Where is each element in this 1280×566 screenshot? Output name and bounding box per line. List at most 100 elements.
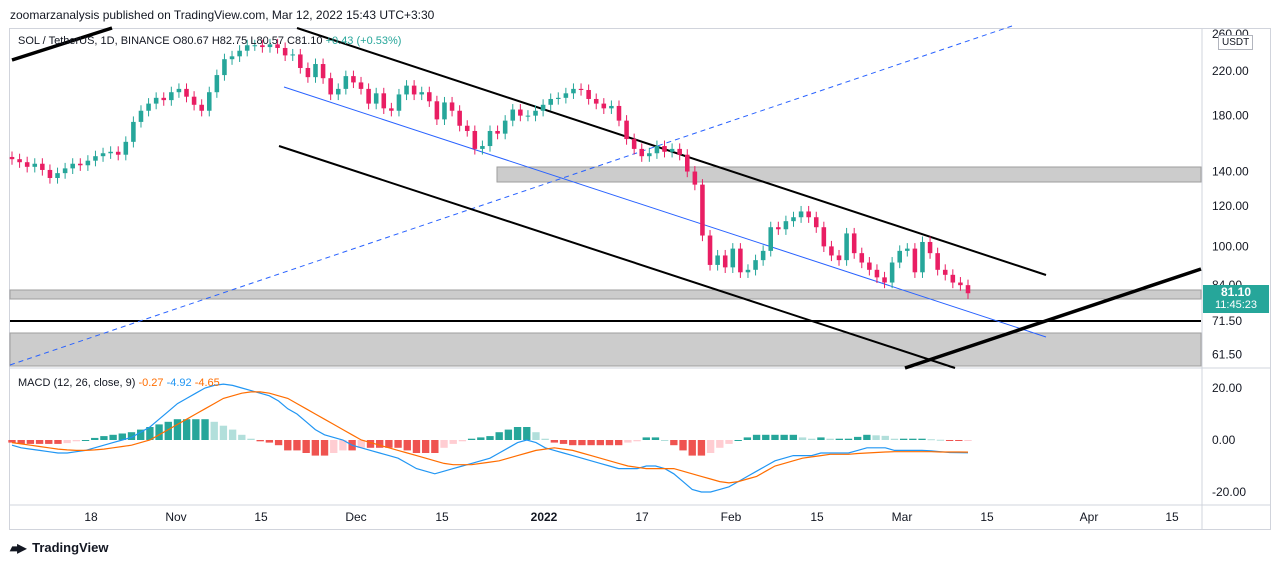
candle	[358, 76, 364, 95]
last-price-value: 81.10	[1220, 285, 1252, 299]
macd-histogram-bar	[743, 437, 752, 440]
candle	[161, 92, 167, 106]
macd-histogram-bar	[366, 440, 375, 448]
candle	[138, 105, 144, 128]
macd-histogram-bar	[863, 434, 871, 440]
candle	[920, 236, 925, 278]
candle	[457, 105, 462, 132]
legend-symbol: SOL / TetherUS, 1D, BINANCE	[18, 35, 170, 47]
candle	[153, 92, 159, 110]
macd-legend-signal: -4.65	[194, 377, 220, 389]
currency-badge[interactable]: USDT	[1218, 35, 1254, 50]
macd-histogram-bar	[477, 437, 485, 440]
candle	[798, 205, 804, 223]
macd-histogram-bar	[155, 424, 163, 440]
candle	[260, 39, 265, 53]
candle	[480, 140, 485, 155]
candle	[32, 158, 38, 173]
candle	[298, 48, 303, 74]
macd-tick-label: -20.00	[1212, 485, 1246, 499]
candle	[449, 96, 455, 117]
candle	[776, 221, 781, 235]
candle	[442, 96, 447, 126]
candle	[639, 143, 645, 162]
macd-histogram-bar	[210, 421, 218, 440]
candle	[214, 69, 220, 98]
macd-histogram-bar	[228, 429, 237, 440]
tradingview-logo[interactable]: ▰▶ TradingView	[10, 540, 108, 555]
candle	[571, 83, 576, 99]
candle	[290, 48, 296, 62]
candle	[108, 146, 113, 159]
candle	[184, 83, 189, 103]
candle	[55, 167, 60, 184]
publisher-line: zoomarzanalysis published on TradingView…	[10, 8, 435, 22]
macd-group	[8, 383, 972, 493]
last-price-tag: 81.10 11:45:23	[1203, 285, 1269, 313]
price-axis: 260.00220.00180.00140.00120.00100.0084.0…	[1212, 27, 1249, 362]
candle	[9, 151, 15, 165]
signal-line	[11, 391, 969, 484]
macd-histogram-bar	[17, 440, 25, 444]
candle	[237, 45, 242, 62]
macd-histogram-bar	[137, 429, 145, 440]
candle	[533, 105, 538, 122]
macd-histogram-bar	[651, 437, 660, 440]
candle	[836, 249, 842, 266]
macd-histogram-bar	[615, 440, 623, 446]
macd-histogram-bar	[192, 419, 200, 440]
macd-histogram-bar	[311, 440, 320, 456]
macd-histogram-bar	[449, 440, 457, 444]
candle	[244, 39, 250, 57]
candle	[40, 158, 45, 176]
candle	[851, 227, 857, 259]
macd-histogram-bar	[872, 435, 880, 440]
candle	[593, 93, 599, 110]
candle	[328, 72, 333, 101]
macd-histogram-bar	[63, 440, 71, 444]
candle	[882, 271, 887, 289]
candle	[267, 38, 273, 53]
macd-histogram-bar	[421, 440, 430, 453]
macd-legend-label: MACD (12, 26, close, 9)	[18, 377, 136, 389]
macd-histogram-bar	[670, 440, 678, 446]
candle	[609, 100, 614, 114]
candle	[320, 58, 326, 84]
candle	[282, 42, 288, 62]
macd-histogram-bar	[587, 440, 595, 446]
macd-histogram-bar	[182, 419, 191, 440]
time-tick-label: 2022	[531, 510, 558, 524]
support-zone-upper	[9, 289, 1202, 300]
candle	[396, 88, 402, 117]
candle	[722, 249, 728, 273]
candle	[586, 84, 591, 105]
candle	[313, 58, 318, 83]
candle	[17, 153, 22, 168]
candle	[813, 211, 819, 233]
candle	[411, 80, 417, 101]
macd-axis: 20.00 0.00 -20.00	[1212, 381, 1246, 499]
macd-histogram-bar	[789, 434, 798, 440]
candle	[206, 86, 212, 117]
macd-line	[11, 383, 969, 493]
candle	[950, 269, 956, 289]
time-tick-label: Nov	[165, 510, 186, 524]
macd-histogram-bar	[936, 439, 945, 441]
price-tick-label: 220.00	[1212, 64, 1249, 78]
candle	[93, 150, 98, 167]
candle	[654, 140, 660, 159]
macd-histogram-bar	[909, 438, 917, 440]
macd-histogram-bar	[100, 436, 108, 440]
macd-histogram-bar	[752, 434, 761, 440]
macd-histogram-bar	[817, 437, 825, 440]
candle	[404, 80, 409, 101]
time-tick-label: Mar	[892, 510, 913, 524]
macd-histogram-bar	[118, 433, 126, 440]
candle	[867, 257, 872, 276]
candle	[715, 249, 720, 271]
macd-legend: MACD (12, 26, close, 9) -0.27 -4.92 -4.6…	[18, 377, 220, 389]
time-tick-label: 17	[635, 510, 649, 524]
candle	[768, 221, 774, 257]
symbol-legend: SOL / TetherUS, 1D, BINANCE O80.67 H82.7…	[18, 35, 401, 47]
